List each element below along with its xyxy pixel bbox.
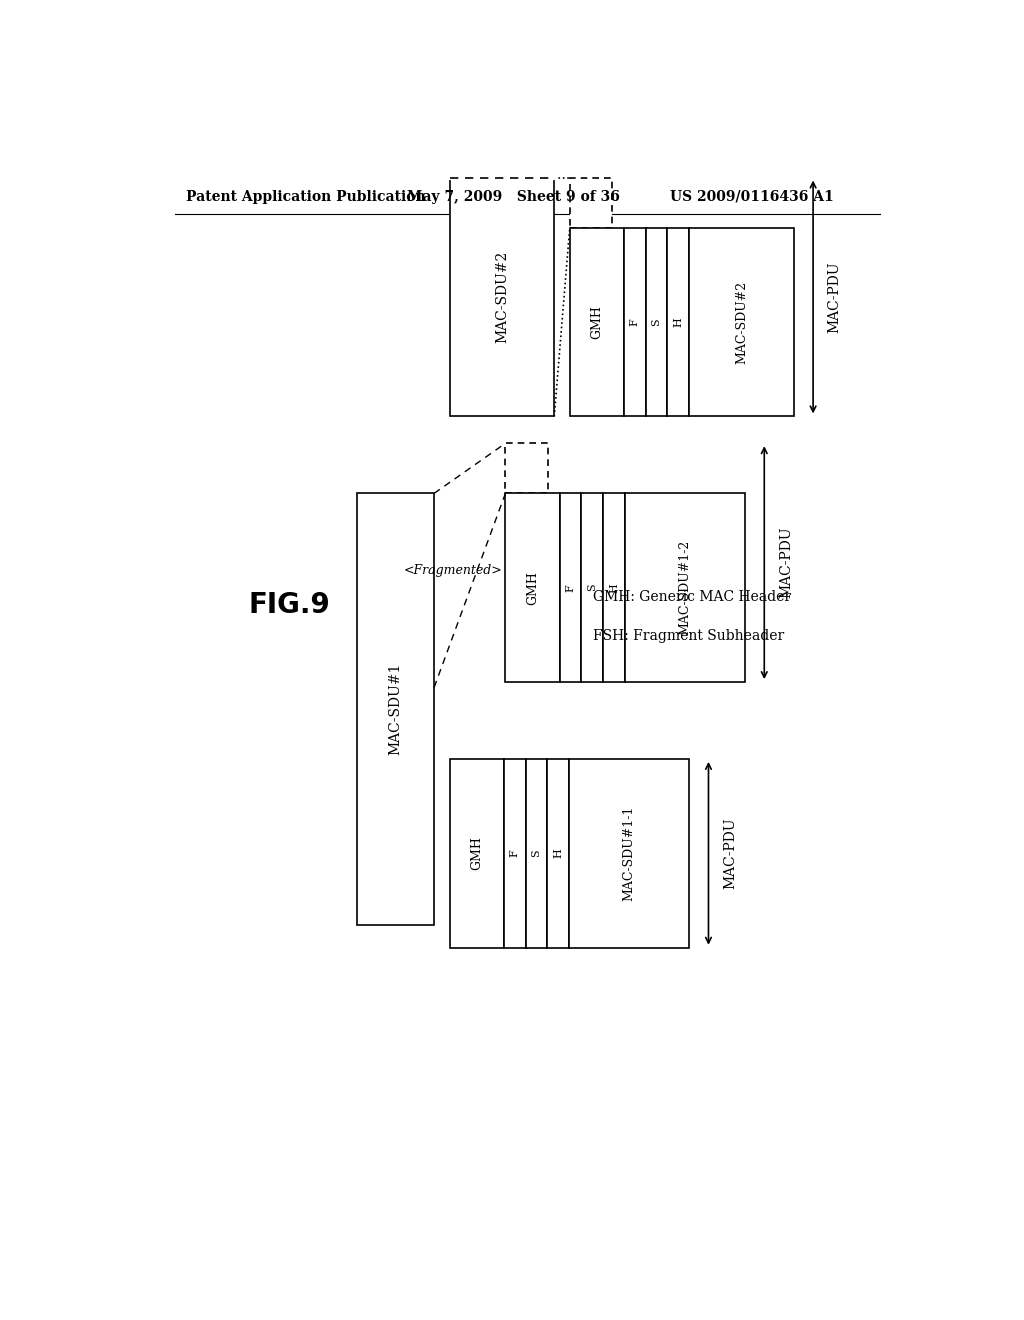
Text: MAC-SDU#2: MAC-SDU#2 [495,251,509,343]
Text: MAC-PDU: MAC-PDU [779,527,793,598]
Text: <Fragmented>: <Fragmented> [404,564,503,577]
Bar [450,178,554,416]
Text: F: F [630,318,640,326]
Text: GMH: GMH [526,570,539,605]
Bar [506,494,560,682]
Text: H: H [673,317,683,327]
Text: S: S [651,318,662,326]
Text: MAC-PDU: MAC-PDU [827,261,842,333]
Bar [356,494,434,924]
Text: FIG.9: FIG.9 [248,591,330,619]
Text: S: S [587,583,597,591]
Text: GMH: GMH [470,837,483,870]
Text: MAC-SDU#1-1: MAC-SDU#1-1 [623,805,636,902]
Text: H: H [609,583,618,593]
Bar [506,444,548,494]
Bar [582,494,603,682]
Text: F: F [565,583,575,591]
Bar [525,759,547,948]
Text: S: S [531,850,542,857]
Text: MAC-PDU: MAC-PDU [723,817,737,890]
Bar [450,759,504,948]
Bar [569,228,624,416]
Bar [646,228,668,416]
Bar [504,759,525,948]
Text: Patent Application Publication: Patent Application Publication [186,190,426,203]
Text: MAC-SDU#1-2: MAC-SDU#1-2 [678,540,691,635]
Bar [689,228,794,416]
Text: GMH: Generic MAC Header: GMH: Generic MAC Header [593,590,792,605]
Text: F: F [510,850,520,857]
Text: US 2009/0116436 A1: US 2009/0116436 A1 [671,190,835,203]
Text: H: H [553,849,563,858]
Bar [668,228,689,416]
Text: FSH: Fragment Subheader: FSH: Fragment Subheader [593,628,784,643]
Bar [625,494,744,682]
Bar [560,494,582,682]
Text: MAC-SDU#2: MAC-SDU#2 [735,280,748,363]
Text: MAC-SDU#1: MAC-SDU#1 [388,663,402,755]
Text: May 7, 2009   Sheet 9 of 36: May 7, 2009 Sheet 9 of 36 [407,190,620,203]
Bar [603,494,625,682]
Bar [547,759,569,948]
Bar [569,759,689,948]
Bar [569,178,612,227]
Text: GMH: GMH [591,305,603,339]
Bar [624,228,646,416]
